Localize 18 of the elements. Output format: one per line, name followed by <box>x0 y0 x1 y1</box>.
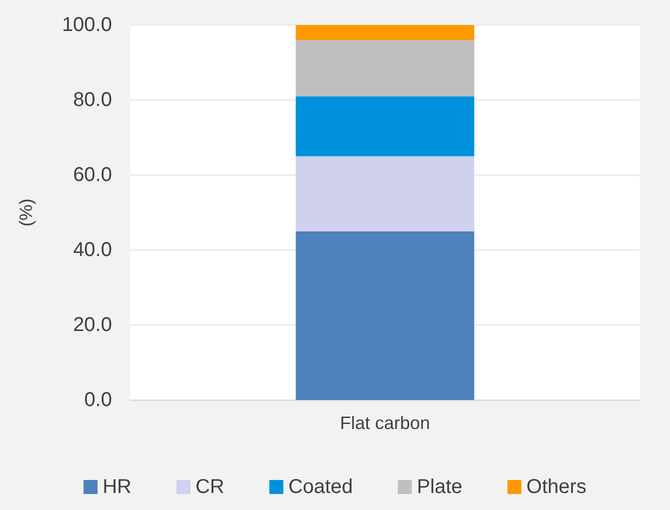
bar <box>296 40 474 96</box>
legend-label: CR <box>195 476 224 498</box>
x-tick-label: Flat carbon <box>340 413 430 433</box>
y-axis-title: (%) <box>16 198 36 226</box>
y-tick-label: 80.0 <box>73 89 112 111</box>
y-tick-label: 100.0 <box>62 14 112 36</box>
y-tick-label: 40.0 <box>73 239 112 261</box>
bar <box>296 156 474 232</box>
legend-label: Coated <box>288 476 353 498</box>
bar <box>296 25 474 40</box>
bar <box>296 96 474 156</box>
legend-label: Plate <box>416 476 462 498</box>
legend-label: Others <box>526 476 586 498</box>
y-tick-label: 60.0 <box>73 164 112 186</box>
y-tick-label: 20.0 <box>73 314 112 336</box>
y-tick-label: 0.0 <box>84 389 112 411</box>
bar <box>296 231 474 400</box>
legend-label: HR <box>102 476 132 498</box>
